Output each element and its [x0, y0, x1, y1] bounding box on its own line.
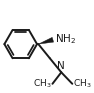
- Text: N: N: [57, 61, 65, 71]
- Text: NH$_2$: NH$_2$: [55, 32, 76, 46]
- Text: CH$_3$: CH$_3$: [33, 78, 52, 90]
- Text: CH$_3$: CH$_3$: [73, 78, 92, 90]
- Polygon shape: [38, 37, 54, 44]
